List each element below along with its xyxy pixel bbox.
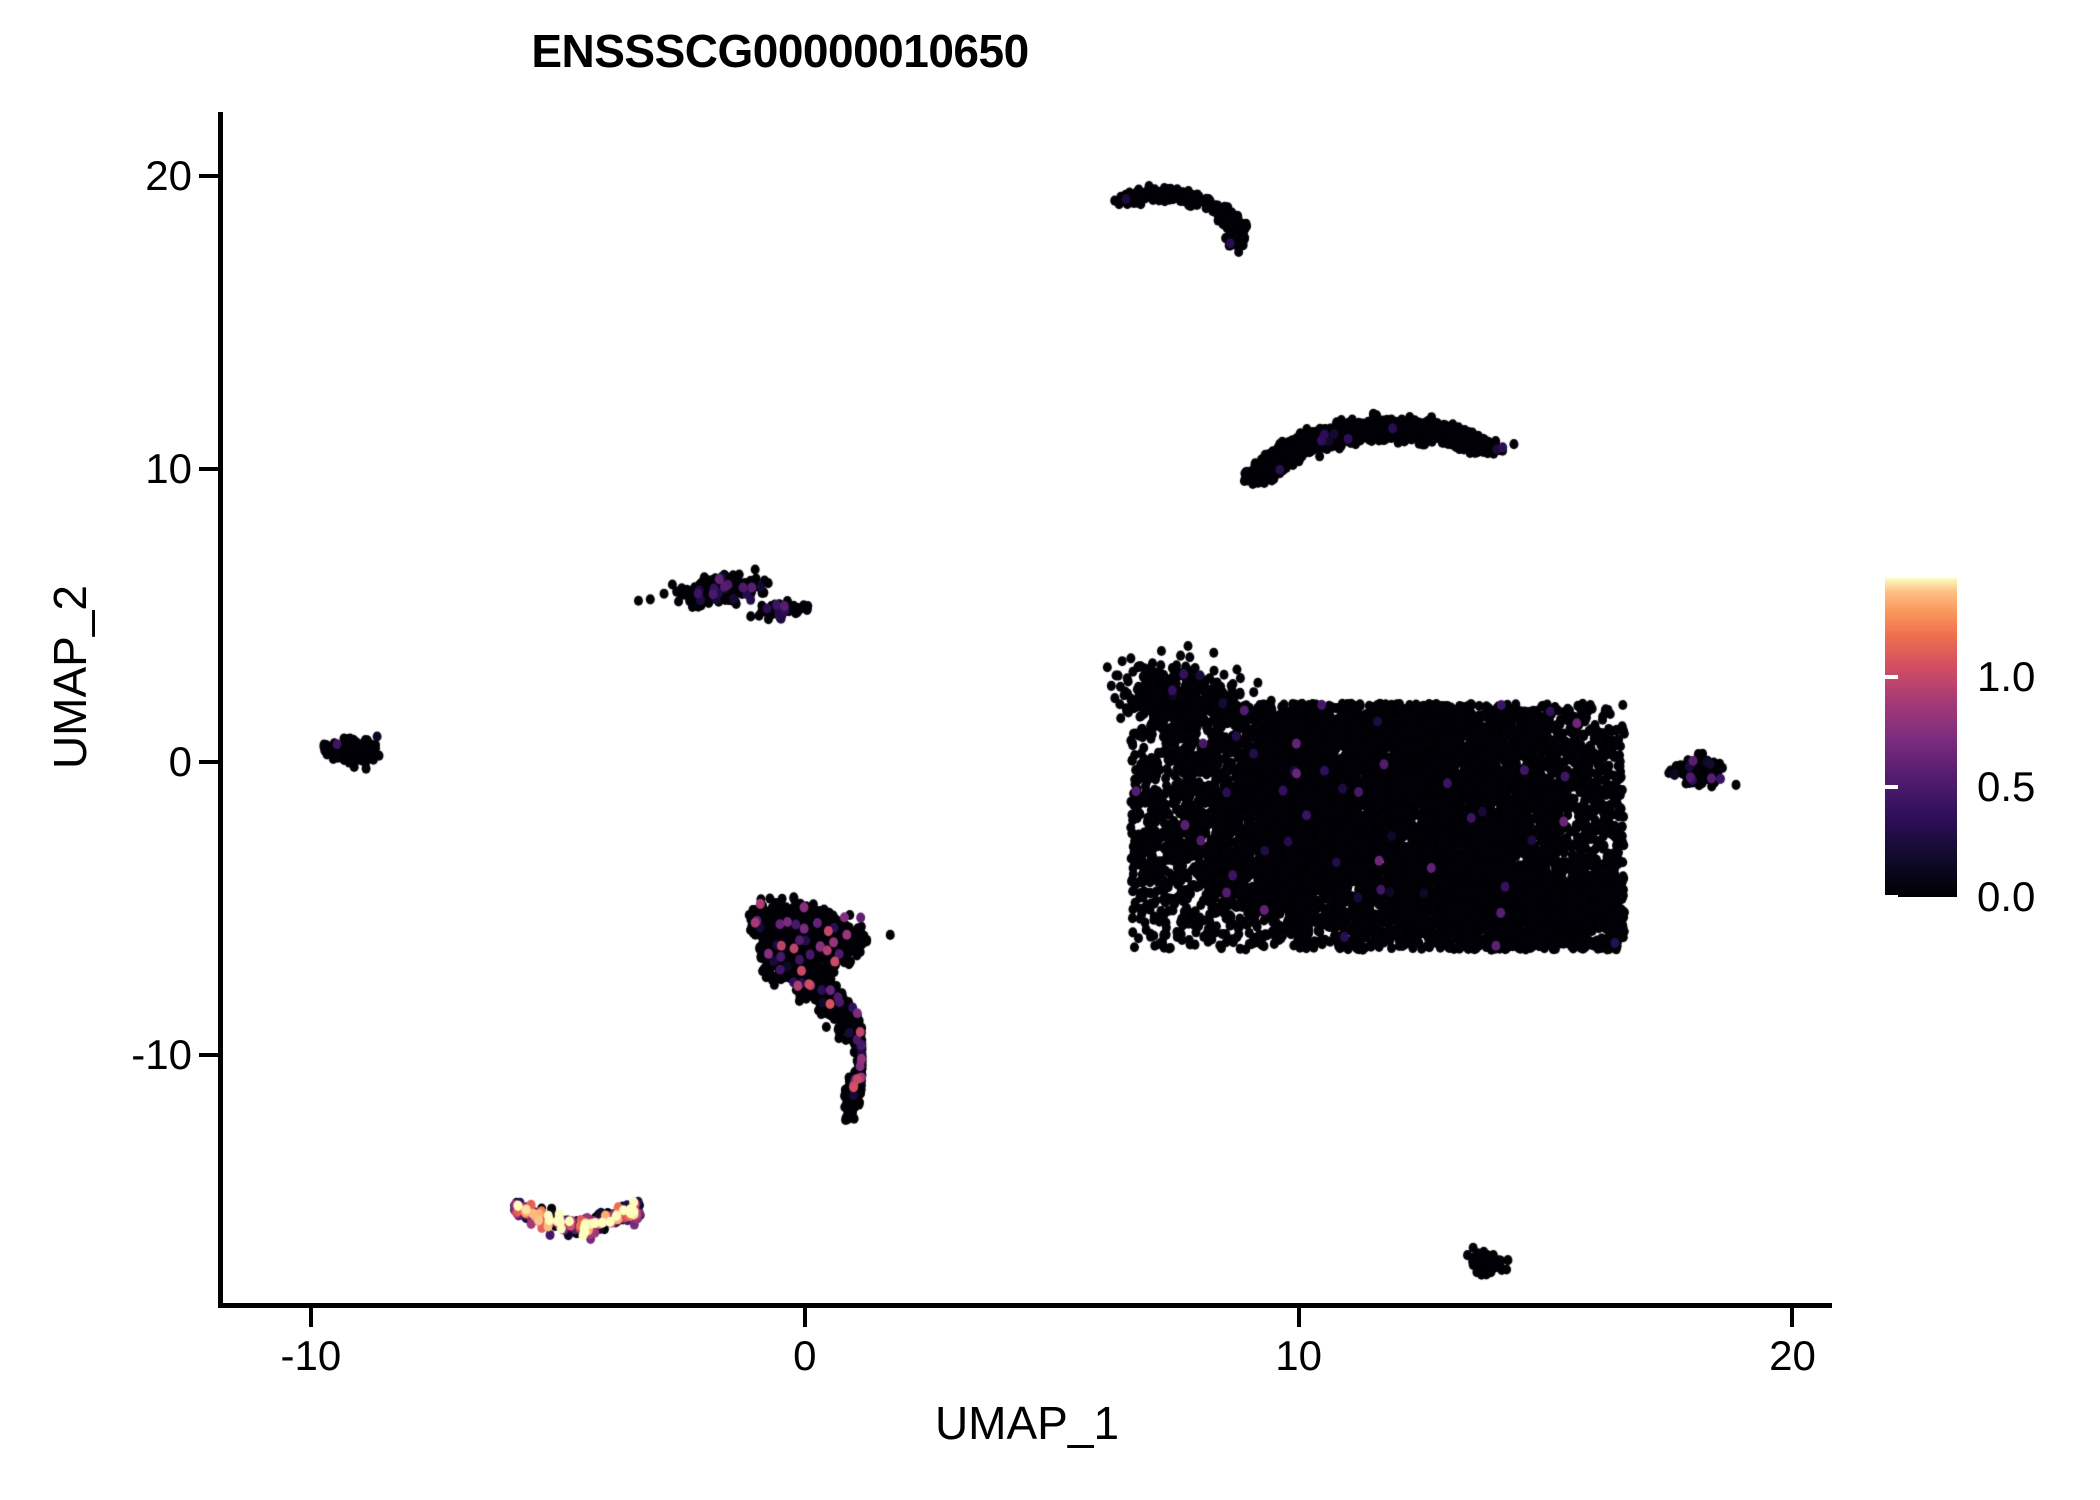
colorbar-tick-mark <box>2072 895 2085 899</box>
scatter-canvas <box>222 112 1832 1307</box>
y-tick-0 <box>199 760 218 765</box>
colorbar-tick-mark <box>1885 785 1898 789</box>
colorbar-tick-mark <box>1885 675 1898 679</box>
x-tick-label: -10 <box>280 1332 342 1379</box>
x-tick-20 <box>1790 1308 1795 1327</box>
y-axis-title: UMAP_2 <box>44 584 96 770</box>
colorbar-tick-label: 0.0 <box>1977 873 2036 920</box>
x-axis-line <box>222 1303 1832 1308</box>
x-tick--10 <box>308 1308 313 1327</box>
y-tick-label: -10 <box>131 1031 192 1079</box>
x-tick-label: 0 <box>793 1332 817 1379</box>
y-tick--10 <box>199 1053 218 1058</box>
colorbar-gradient <box>1885 578 1957 897</box>
colorbar-tick-label: 1.0 <box>1977 653 2036 700</box>
colorbar-tick-mark <box>1885 895 1898 899</box>
plot-panel <box>222 112 1832 1307</box>
colorbar <box>1885 578 1957 897</box>
colorbar-legend: 0.0 0.5 1.0 <box>1885 578 2085 920</box>
y-tick-20 <box>199 174 218 179</box>
y-axis-line <box>218 112 223 1308</box>
y-tick-label: 10 <box>145 445 192 493</box>
colorbar-tick-label: 0.5 <box>1977 763 2036 810</box>
x-tick-label: 10 <box>1275 1332 1322 1379</box>
x-tick-label: 20 <box>1769 1332 1816 1379</box>
x-axis-title: UMAP_1 <box>934 1397 1120 1449</box>
x-tick-10 <box>1296 1308 1301 1327</box>
page-title: ENSSSCG00000010650 <box>531 25 1029 77</box>
y-tick-10 <box>199 467 218 472</box>
x-tick-0 <box>802 1308 807 1327</box>
colorbar-tick-mark <box>2072 785 2085 789</box>
y-tick-label: 0 <box>168 738 192 786</box>
colorbar-tick-mark <box>2072 675 2085 679</box>
y-tick-label: 20 <box>145 152 192 200</box>
